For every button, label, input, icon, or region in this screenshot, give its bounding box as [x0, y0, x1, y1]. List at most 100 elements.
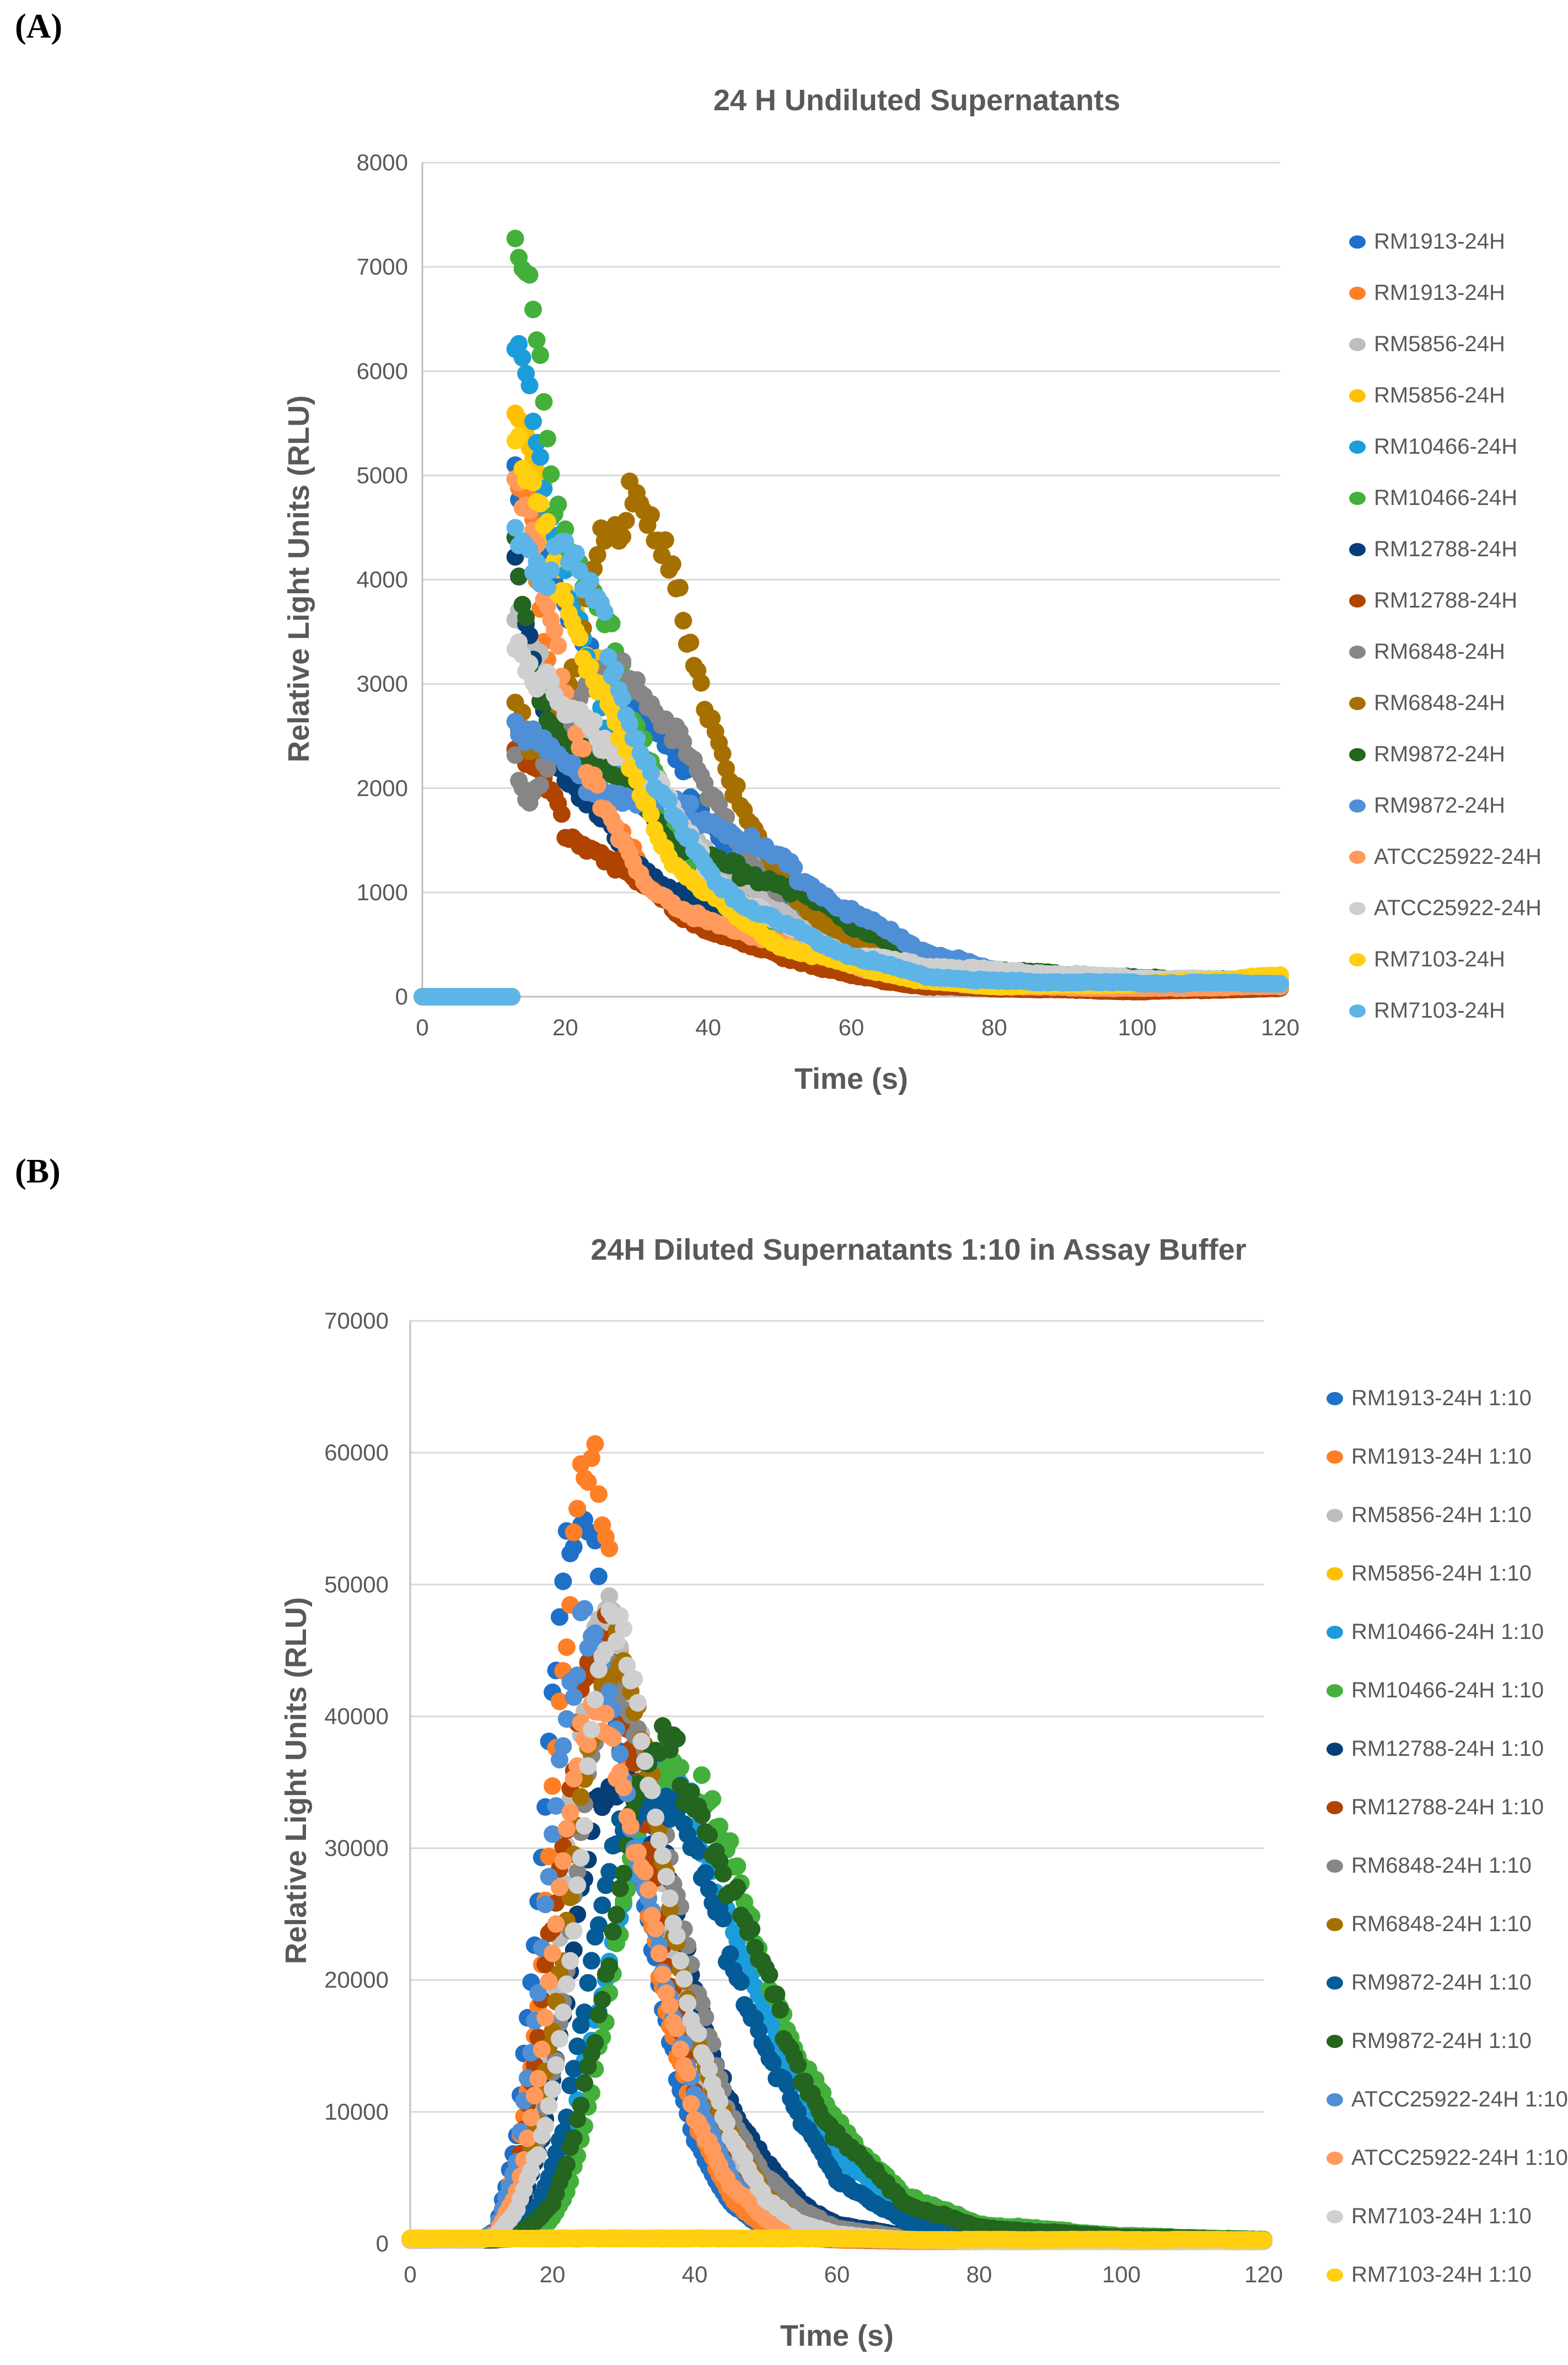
legend-label: RM9872-24H [1374, 742, 1505, 766]
data-point [567, 544, 585, 562]
data-point [538, 760, 556, 778]
y-tick-label: 10000 [324, 2099, 389, 2125]
legend-marker [1349, 697, 1366, 710]
data-point [728, 777, 746, 795]
y-axis-title: Relative Light Units (RLU) [280, 1597, 313, 1964]
y-tick-label: 3000 [357, 671, 408, 697]
data-point [617, 512, 635, 530]
y-tick-label: 2000 [357, 775, 408, 801]
legend-marker [1349, 338, 1366, 351]
data-point [528, 331, 546, 349]
data-point [588, 546, 606, 564]
data-point [568, 1499, 587, 1518]
data-point [542, 561, 560, 579]
legend-label: RM1913-24H [1374, 281, 1505, 305]
y-tick-label: 7000 [357, 254, 408, 280]
data-point [703, 710, 721, 728]
data-point [524, 412, 542, 431]
legend-label: RM5856-24H [1374, 332, 1505, 356]
data-point [571, 628, 589, 647]
legend-label: RM9872-24H [1374, 793, 1505, 818]
data-point [531, 346, 549, 364]
legend-label: RM6848-24H [1374, 639, 1505, 664]
y-tick-label: 4000 [357, 567, 408, 593]
y-tick-label: 5000 [357, 462, 408, 488]
data-point [513, 348, 531, 367]
x-tick-label: 40 [682, 2261, 708, 2287]
data-point [517, 609, 535, 627]
data-point [542, 465, 560, 483]
plot-area [401, 1435, 1272, 2250]
legend-marker [1349, 953, 1366, 966]
chart-title: 24 H Undiluted Supernatants [713, 84, 1120, 117]
legend-marker [1349, 287, 1366, 300]
legend-label: RM1913-24H [1374, 229, 1505, 254]
data-point [606, 660, 625, 679]
data-point [681, 794, 700, 813]
y-tick-label: 40000 [324, 1703, 389, 1729]
x-axis-title: Time (s) [794, 1062, 908, 1095]
data-point [621, 714, 639, 733]
data-point [589, 1567, 608, 1585]
data-point [538, 429, 556, 448]
data-point [565, 1523, 583, 1541]
data-point [520, 377, 539, 395]
x-tick-label: 80 [981, 1014, 1007, 1040]
data-point [510, 410, 528, 428]
legend-label: ATCC25922-24H [1374, 896, 1542, 920]
data-point [713, 745, 732, 763]
panel-label: (A) [15, 8, 62, 45]
x-tick-label: 40 [695, 1014, 721, 1040]
data-point [531, 776, 549, 794]
legend-marker [1349, 389, 1366, 402]
data-point [557, 1638, 576, 1656]
y-tick-label: 50000 [324, 1571, 389, 1597]
data-point [642, 805, 660, 824]
legend-marker [1349, 492, 1366, 505]
legend-marker [1349, 1004, 1366, 1018]
y-tick-label: 6000 [357, 358, 408, 384]
x-tick-label: 120 [1261, 1014, 1299, 1040]
data-point [670, 578, 689, 596]
legend-marker [1349, 799, 1366, 813]
data-point [588, 776, 606, 794]
legend-marker [1349, 851, 1366, 864]
legend-label: RM12788-24H [1374, 537, 1517, 561]
legend-marker [1349, 646, 1366, 659]
x-tick-label: 20 [552, 1014, 578, 1040]
x-axis-title: Time (s) [780, 2319, 894, 2352]
y-tick-label: 0 [395, 983, 408, 1009]
legend-marker [1349, 902, 1366, 915]
data-point [510, 567, 528, 585]
data-point [520, 266, 539, 284]
x-tick-label: 0 [404, 2261, 416, 2287]
x-tick-label: 0 [416, 1014, 428, 1040]
data-point [520, 654, 539, 673]
data-point [510, 427, 528, 445]
data-point [581, 572, 599, 590]
data-point [531, 448, 549, 466]
data-point [538, 513, 556, 531]
y-tick-label: 60000 [324, 1439, 389, 1465]
data-point [585, 712, 603, 730]
data-point [524, 474, 542, 492]
legend-label: RM12788-24H [1374, 588, 1517, 612]
data-point [692, 674, 710, 692]
data-point [531, 495, 549, 513]
data-point [642, 764, 660, 782]
data-point [545, 621, 563, 639]
data-point [554, 1572, 572, 1590]
data-point [506, 229, 524, 248]
data-point [681, 633, 700, 652]
data-point [1271, 975, 1289, 993]
data-point [506, 746, 524, 764]
data-point [503, 988, 521, 1006]
data-point [549, 637, 567, 655]
x-tick-label: 100 [1102, 2261, 1141, 2287]
data-point [538, 578, 556, 596]
legend-label: ATCC25922-24H [1374, 845, 1542, 869]
plot-area [414, 229, 1289, 1006]
y-tick-label: 30000 [324, 1835, 389, 1861]
data-point [510, 335, 528, 353]
legend-label: RM6848-24H [1374, 691, 1505, 715]
